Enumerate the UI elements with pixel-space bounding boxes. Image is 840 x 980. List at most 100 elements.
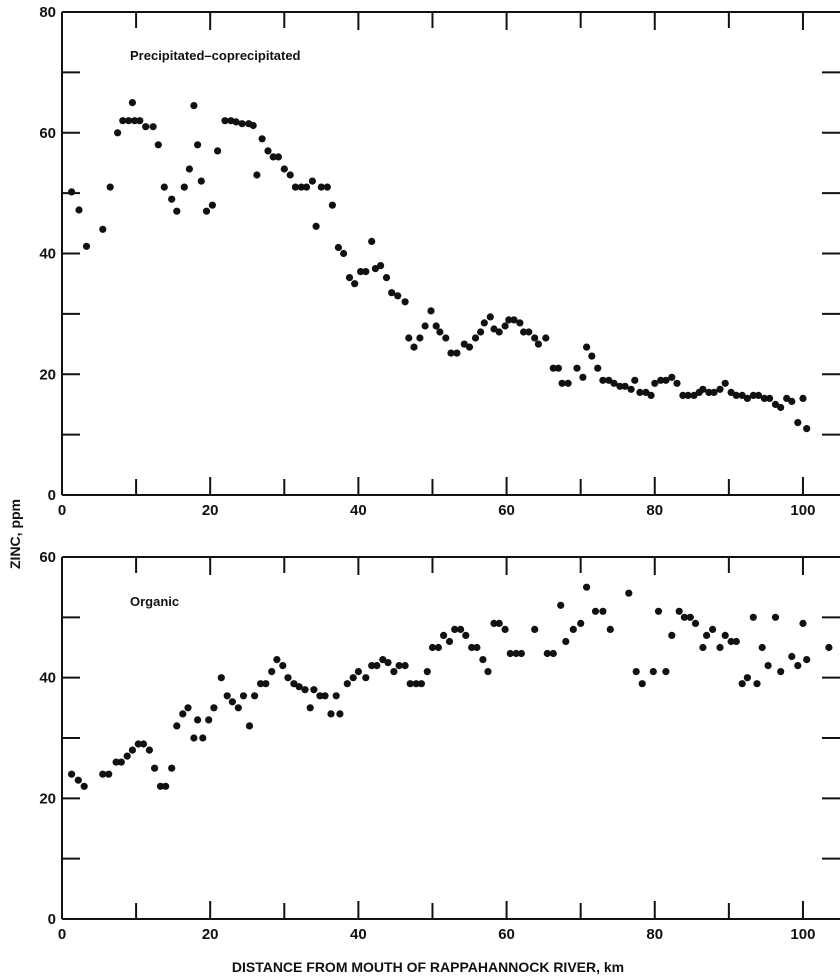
data-point [825, 643, 833, 652]
data-point [490, 619, 498, 628]
data-point [168, 195, 176, 203]
data-point [690, 391, 698, 399]
data-point [549, 364, 557, 372]
data-point [123, 752, 131, 760]
y-tick-label: 60 [39, 125, 56, 142]
data-point [99, 225, 107, 233]
data-point [749, 613, 757, 621]
data-point [479, 656, 487, 664]
data-point [417, 680, 425, 688]
data-point [312, 222, 320, 230]
data-point [442, 334, 450, 342]
data-point [179, 710, 187, 718]
data-point [262, 680, 270, 688]
x-axis-title: DISTANCE FROM MOUTH OF RAPPAHANNOCK RIVE… [232, 959, 624, 975]
data-point [583, 583, 591, 591]
x-tick-label: 60 [498, 926, 515, 943]
data-point [306, 704, 314, 712]
data-point [554, 364, 563, 372]
data-point [238, 120, 246, 128]
data-point [145, 746, 153, 754]
data-point [119, 117, 127, 125]
data-point [777, 403, 785, 412]
panel-annotation-precipitated: Precipitated–coprecipitated [130, 48, 301, 63]
data-point [434, 643, 442, 652]
data-point [427, 307, 435, 315]
data-point [199, 734, 207, 742]
data-point [468, 643, 476, 652]
data-point [185, 165, 193, 173]
data-point [599, 607, 607, 615]
data-point [384, 659, 392, 667]
data-point [642, 388, 650, 396]
data-point [112, 758, 120, 766]
data-point [743, 394, 752, 402]
data-point [173, 207, 181, 215]
data-point [473, 643, 481, 652]
data-point [401, 662, 409, 670]
data-point [371, 265, 379, 273]
data-point [253, 171, 261, 179]
data-point [75, 206, 83, 214]
x-tick-label: 100 [790, 502, 815, 519]
y-tick-label: 0 [48, 487, 56, 504]
panel-precipitated: Precipitated–coprecipitated 0 20 40 60 80 100… [39, 4, 840, 519]
data-point [732, 391, 740, 399]
data-point [234, 704, 242, 712]
data-point [699, 385, 707, 393]
data-point [99, 770, 107, 778]
data-point [194, 141, 202, 149]
data-point [727, 637, 735, 646]
data-point [495, 619, 503, 628]
data-point [228, 698, 236, 706]
data-point [557, 601, 565, 609]
data-point [405, 334, 413, 342]
data-point [686, 613, 694, 621]
data-point [317, 183, 325, 191]
data-point [738, 680, 746, 688]
data-point [638, 680, 646, 688]
x-tick-label: 80 [646, 926, 663, 943]
data-point [654, 607, 663, 615]
data-point [239, 692, 248, 700]
data-point [440, 631, 448, 640]
data-point [290, 680, 298, 688]
data-point [631, 376, 639, 384]
data-point [190, 102, 198, 110]
data-point [184, 704, 192, 712]
data-point [531, 625, 539, 634]
data-point [308, 177, 316, 185]
data-point [721, 631, 729, 640]
data-point [610, 379, 618, 387]
data-point [760, 394, 769, 402]
data-point [412, 680, 420, 688]
data-point [703, 631, 711, 640]
data-point [495, 328, 503, 336]
data-point [258, 135, 266, 143]
data-point [160, 183, 168, 191]
data-point [221, 117, 229, 125]
data-point [416, 334, 424, 342]
data-point [457, 625, 465, 634]
data-point [357, 268, 365, 276]
data-point [569, 625, 577, 634]
data-point [142, 123, 150, 131]
data-point [428, 643, 437, 652]
data-point [510, 316, 518, 324]
data-point [327, 710, 335, 718]
y-tick-label: 20 [39, 366, 56, 383]
data-point [310, 686, 318, 694]
data-point [390, 668, 398, 676]
data-point [738, 391, 746, 399]
data-point [447, 349, 455, 357]
data-point [273, 656, 281, 664]
data-point [251, 692, 259, 700]
data-point [480, 319, 488, 327]
data-point [573, 364, 581, 372]
data-point [486, 313, 494, 321]
data-point [202, 207, 211, 215]
data-point [264, 147, 272, 155]
data-point [680, 613, 689, 621]
data-point [647, 391, 655, 399]
data-point [394, 292, 402, 300]
